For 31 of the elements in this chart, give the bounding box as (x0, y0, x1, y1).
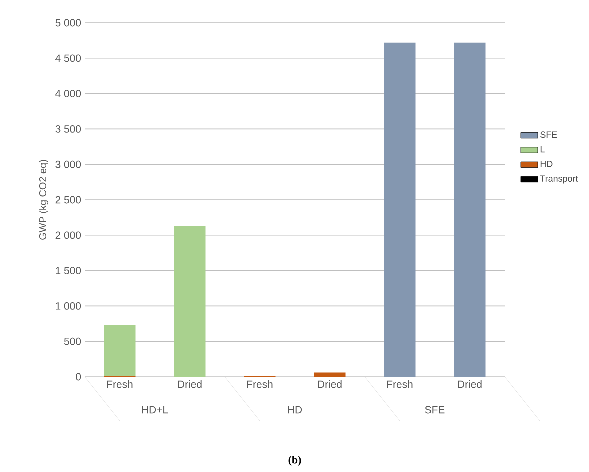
bar (104, 324, 136, 376)
y-tick-label: 3 000 (56, 160, 82, 168)
x-tick-label: Dried (318, 380, 342, 388)
x-tick-label: Dried (178, 380, 202, 388)
bar (314, 372, 346, 377)
y-tick-label: 1 500 (56, 267, 82, 275)
text: HD+L (142, 406, 168, 414)
bar (174, 226, 206, 377)
x-tick-label: Dried (458, 380, 482, 388)
y-tick-label: 3 500 (56, 126, 82, 133)
y-tick-label: 1 000 (56, 302, 82, 310)
y-tick-label: 4 500 (56, 54, 82, 62)
legend-label: L (540, 146, 545, 153)
y-tick-label: 0 (76, 373, 82, 381)
text: HD (288, 406, 302, 414)
text: (b) (288, 456, 302, 466)
bar (384, 42, 416, 377)
y-tick-label: 5 000 (56, 19, 82, 27)
legend-label: HD (540, 161, 553, 168)
x-tick-label: Fresh (387, 380, 413, 388)
y-tick-label: 2 000 (56, 232, 82, 240)
legend-label: Transport (540, 176, 578, 184)
bar (454, 42, 486, 377)
y-tick-label: 2 500 (56, 196, 82, 204)
x-tick-label: Fresh (247, 380, 273, 388)
y-tick-label: 4 000 (56, 90, 82, 98)
y-axis-title: GWP (kg CO2 eq) (39, 160, 48, 240)
x-tick-label: Fresh (107, 380, 133, 388)
y-tick-label: 500 (64, 338, 82, 346)
legend-label: SFE (540, 132, 558, 138)
text: SFE (425, 406, 445, 414)
